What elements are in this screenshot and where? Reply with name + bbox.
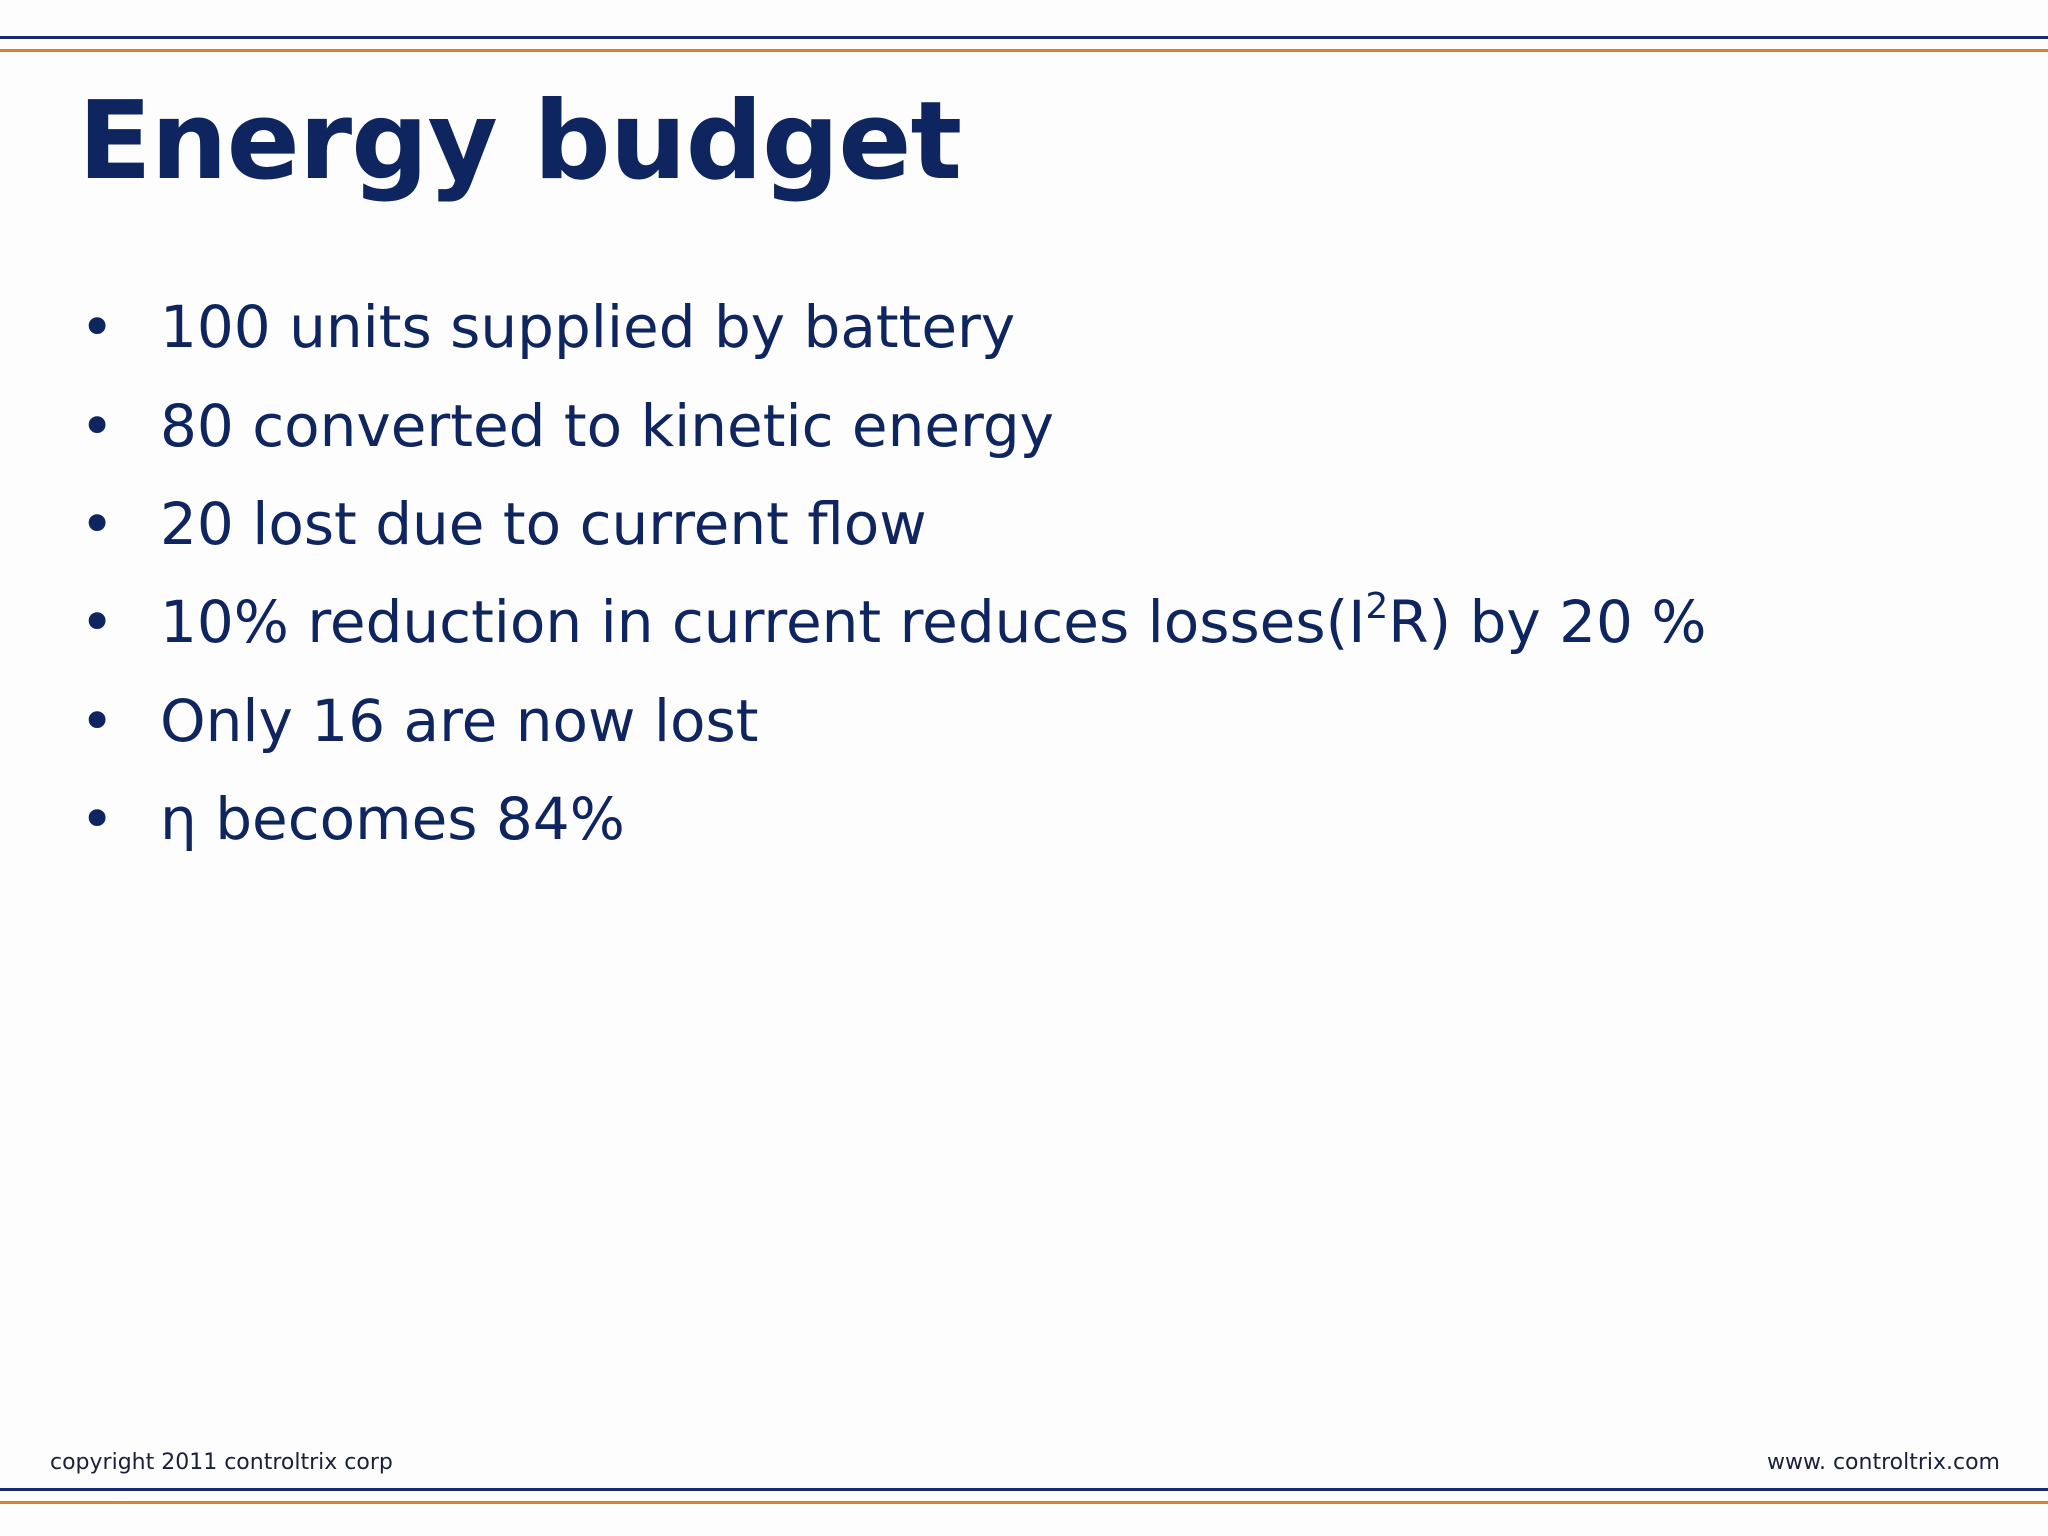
bullet-dot: • xyxy=(80,293,115,362)
bullet-text: 100 units supplied by battery xyxy=(160,293,1016,362)
bullet-text-post: R) by 20 % xyxy=(1388,588,1707,657)
bullet-list: • 100 units supplied by battery • 80 con… xyxy=(78,278,1707,868)
slide-title: Energy budget xyxy=(78,79,962,204)
bullet-item-now-lost: • Only 16 are now lost xyxy=(78,672,1707,770)
bullet-item-loss-reduction: • 10% reduction in current reduces losse… xyxy=(78,573,1707,671)
bullet-dot: • xyxy=(80,785,115,854)
bullet-text: 80 converted to kinetic energy xyxy=(160,391,1054,460)
bullet-dot: • xyxy=(80,391,115,460)
bullet-text: Only 16 are now lost xyxy=(160,686,759,755)
bottom-navy-rule xyxy=(0,1488,2048,1491)
footer-website: www. controltrix.com xyxy=(1767,1450,2000,1475)
bullet-dot: • xyxy=(80,588,115,657)
top-navy-rule xyxy=(0,36,2048,39)
bullet-item-efficiency: • η becomes 84% xyxy=(78,770,1707,868)
bullet-dot: • xyxy=(80,686,115,755)
bullet-item-kinetic-energy: • 80 converted to kinetic energy xyxy=(78,376,1707,474)
top-orange-rule xyxy=(0,49,2048,52)
bullet-text: η becomes 84% xyxy=(160,785,625,854)
bullet-dot: • xyxy=(80,489,115,558)
bullet-text-pre: 10% reduction in current reduces losses(… xyxy=(160,588,1366,657)
bullet-text: 10% reduction in current reduces losses(… xyxy=(160,573,1707,671)
bullet-item-battery-supply: • 100 units supplied by battery xyxy=(78,278,1707,376)
superscript-exponent: 2 xyxy=(1365,586,1389,628)
bullet-text: 20 lost due to current flow xyxy=(160,489,927,558)
bottom-orange-rule xyxy=(0,1501,2048,1504)
bullet-item-current-loss: • 20 lost due to current flow xyxy=(78,475,1707,573)
footer-copyright: copyright 2011 controltrix corp xyxy=(50,1450,393,1475)
